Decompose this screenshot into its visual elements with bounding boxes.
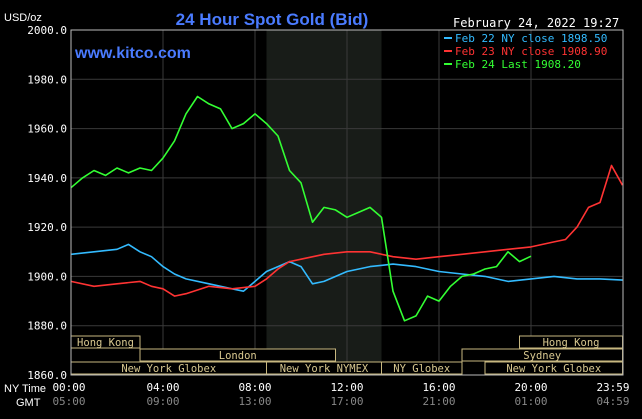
- x-tick-label-gmt: 09:00: [146, 395, 179, 408]
- series-line: [70, 243, 623, 293]
- x-tick-label-gmt: 04:59: [596, 395, 629, 408]
- plot-border: [70, 29, 624, 376]
- y-tick-label: 1920.0: [27, 221, 67, 234]
- market-session-label: NY Globex: [393, 363, 450, 375]
- market-session-label: London: [219, 350, 257, 362]
- x-tick-label-ny: 08:00: [238, 381, 271, 394]
- x-tick-label-ny: 20:00: [514, 381, 547, 394]
- x-tick-label-gmt: 21:00: [422, 395, 455, 408]
- y-tick-label: 1940.0: [27, 172, 67, 185]
- y-tick-label: 2000.0: [27, 24, 67, 37]
- x-tick-label-ny: 12:00: [330, 381, 363, 394]
- x-tick-label-gmt: 13:00: [238, 395, 271, 408]
- x-tick-label-ny: 04:00: [146, 381, 179, 394]
- legend-entry: Feb 22 NY close 1898.50: [455, 32, 607, 45]
- market-session-label: Sydney: [523, 350, 561, 362]
- chart-title: 24 Hour Spot Gold (Bid): [176, 10, 369, 29]
- market-session-label: New York Globex: [506, 363, 601, 375]
- y-axis-ticks: 1860.0 1880.0 1900.0 1920.0 1940.0 1960.0 1980…: [27, 24, 67, 382]
- x-tick-label-ny: 00:00: [52, 381, 85, 394]
- market-session-box: [381, 361, 463, 375]
- gmt-label: GMT: [16, 397, 41, 409]
- market-session-box: [139, 348, 336, 362]
- y-tick-label: 1860.0: [27, 369, 67, 382]
- price-series: [70, 95, 624, 322]
- market-session-label: New York Globex: [121, 363, 216, 375]
- x-tick-label-gmt: 01:00: [514, 395, 547, 408]
- y-tick-label: 1960.0: [27, 123, 67, 136]
- x-tick-label-gmt: 05:00: [52, 395, 85, 408]
- x-tick-label-ny: 16:00: [422, 381, 455, 394]
- market-session-label: Hong Kong: [77, 337, 134, 349]
- market-session-label: Hong Kong: [543, 337, 600, 349]
- market-session-label: New York NYMEX: [280, 363, 369, 375]
- series-line: [70, 164, 624, 297]
- legend-entry: Feb 24 Last 1908.20: [455, 58, 581, 71]
- series-line: [70, 95, 532, 322]
- legend-entry: Feb 23 NY close 1908.90: [455, 45, 607, 58]
- grid-lines: [71, 30, 623, 375]
- y-tick-label: 1980.0: [27, 73, 67, 86]
- x-tick-label-gmt: 17:00: [330, 395, 363, 408]
- nymex-session-shading: [266, 30, 382, 375]
- y-tick-label: 1880.0: [27, 320, 67, 333]
- y-tick-label: 1900.0: [27, 270, 67, 283]
- y-axis-unit: USD/oz: [4, 12, 42, 24]
- ny-time-label: NY Time: [4, 383, 46, 395]
- chart-date: February 24, 2022 19:27: [453, 16, 619, 30]
- x-tick-label-ny: 23:59: [596, 381, 629, 394]
- kitco-watermark: www.kitco.com: [74, 45, 191, 62]
